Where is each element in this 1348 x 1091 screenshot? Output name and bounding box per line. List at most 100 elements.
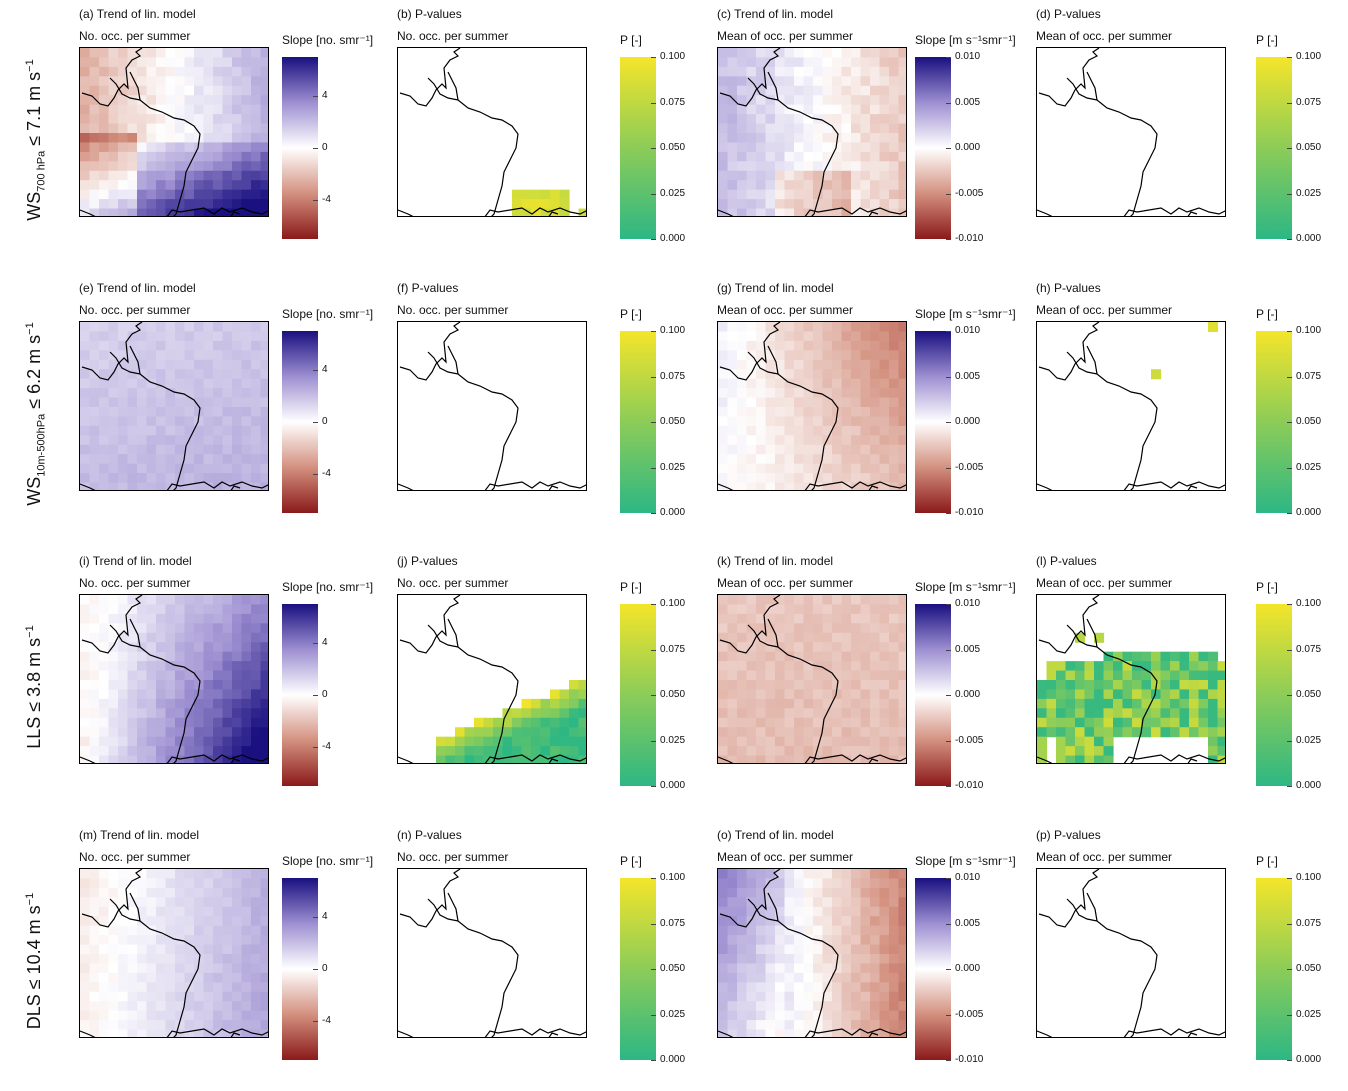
country-border	[1037, 483, 1053, 490]
heatmap-cell	[898, 463, 906, 474]
heatmap-cell	[794, 170, 805, 181]
heatmap-cell	[784, 1010, 795, 1021]
heatmap-cell	[841, 369, 852, 380]
heatmap-cell	[851, 142, 862, 153]
colorbar-tick	[313, 422, 318, 423]
heatmap-cell	[99, 378, 110, 389]
heatmap-cell	[889, 95, 900, 106]
heatmap-cell	[822, 340, 833, 351]
heatmap-cell	[879, 378, 890, 389]
heatmap-cell	[194, 180, 205, 191]
heatmap-cell	[889, 473, 900, 484]
heatmap-cell	[860, 322, 871, 333]
heatmap-cell	[260, 623, 268, 634]
heatmap-cell	[727, 161, 738, 172]
heatmap-cell	[137, 963, 148, 974]
country-border	[1123, 207, 1225, 216]
heatmap-cell	[813, 350, 824, 361]
heatmap-cell	[784, 170, 795, 181]
heatmap-cell	[765, 623, 776, 634]
heatmap-cell	[851, 642, 862, 653]
heatmap-cell	[822, 954, 833, 965]
heatmap-cell	[813, 746, 824, 757]
heatmap-cell	[803, 595, 814, 606]
heatmap-cell	[137, 897, 148, 908]
heatmap-cell	[860, 444, 871, 455]
heatmap-cell	[118, 1029, 129, 1037]
heatmap-cell	[794, 632, 805, 643]
heatmap-cell	[851, 331, 862, 342]
panel-title: (a) Trend of lin. model	[79, 7, 196, 21]
country-border	[1096, 646, 1158, 763]
heatmap-cell	[746, 613, 757, 624]
heatmap-cell	[137, 199, 148, 210]
heatmap-cell	[756, 680, 767, 691]
heatmap-cell	[213, 85, 224, 96]
row-label-text: ≤ 3.8 m s	[24, 637, 44, 717]
heatmap-cell	[203, 935, 214, 946]
heatmap-cell	[822, 444, 833, 455]
heatmap-cell	[718, 595, 729, 606]
heatmap-cell	[822, 208, 833, 216]
heatmap-cell	[127, 991, 138, 1002]
heatmap-cell	[765, 388, 776, 399]
heatmap-cell	[175, 66, 186, 77]
heatmap-cell	[99, 727, 110, 738]
heatmap-cell	[165, 604, 176, 615]
heatmap-cell	[1075, 661, 1086, 672]
heatmap-cell	[756, 727, 767, 738]
heatmap-cell	[99, 473, 110, 484]
heatmap-cell	[222, 331, 233, 342]
heatmap-cell	[813, 887, 824, 898]
country-border	[166, 207, 268, 216]
heatmap-svg	[718, 48, 906, 216]
colorbar-tick-label: 0.075	[660, 917, 686, 929]
heatmap-cell	[137, 604, 148, 615]
heatmap-cell	[727, 57, 738, 68]
heatmap-cell	[841, 133, 852, 144]
heatmap-cell	[737, 482, 748, 490]
heatmap-cell	[108, 170, 119, 181]
heatmap-cell	[203, 397, 214, 408]
heatmap-cell	[184, 670, 195, 681]
heatmap-cell	[870, 897, 881, 908]
heatmap-cell	[860, 746, 871, 757]
colorbar-tick	[313, 474, 318, 475]
heatmap-cell	[175, 642, 186, 653]
heatmap-cell	[765, 982, 776, 993]
heatmap-cell	[718, 331, 729, 342]
country-border	[1187, 1032, 1198, 1037]
heatmap-svg	[718, 869, 906, 1037]
heatmap-cell	[1103, 689, 1114, 700]
heatmap-cell	[251, 104, 262, 115]
heatmap-cell	[483, 727, 494, 738]
heatmap-cell	[108, 114, 119, 125]
heatmap-cell	[1122, 698, 1133, 709]
heatmap-cell	[89, 972, 100, 983]
heatmap-cell	[746, 916, 757, 927]
heatmap-cell	[165, 613, 176, 624]
heatmap-cell	[184, 407, 195, 418]
heatmap-cell	[775, 982, 786, 993]
heatmap-cell	[727, 897, 738, 908]
heatmap-cell	[127, 123, 138, 134]
heatmap-cell	[464, 746, 475, 757]
heatmap-cell	[251, 369, 262, 380]
heatmap-cell	[232, 66, 243, 77]
heatmap-cell	[108, 208, 119, 216]
heatmap-cell	[879, 454, 890, 465]
heatmap-cell	[1198, 661, 1209, 672]
heatmap-cell	[860, 878, 871, 889]
heatmap-cell	[165, 991, 176, 1002]
heatmap-cell	[137, 425, 148, 436]
heatmap-cell	[1141, 680, 1152, 691]
colorbar-tick-label: -0.010	[955, 233, 984, 244]
heatmap-cell	[803, 717, 814, 728]
heatmap-cell	[165, 199, 176, 210]
heatmap-cell	[502, 755, 513, 763]
heatmap-cell	[851, 340, 862, 351]
heatmap-cell	[1065, 689, 1076, 700]
country-border	[230, 1032, 241, 1037]
heatmap-cell	[146, 133, 157, 144]
heatmap-cell	[137, 189, 148, 200]
